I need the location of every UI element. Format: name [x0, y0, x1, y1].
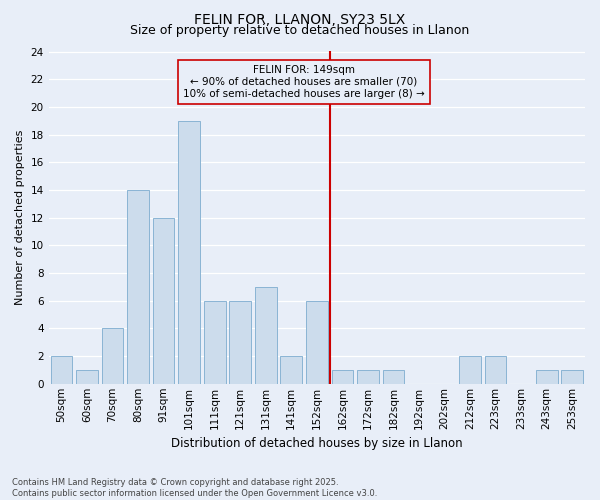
Bar	[229, 300, 251, 384]
Bar	[485, 356, 506, 384]
Bar	[50, 356, 72, 384]
Bar	[280, 356, 302, 384]
Text: Contains HM Land Registry data © Crown copyright and database right 2025.
Contai: Contains HM Land Registry data © Crown c…	[12, 478, 377, 498]
Bar	[153, 218, 175, 384]
Text: FELIN FOR, LLANON, SY23 5LX: FELIN FOR, LLANON, SY23 5LX	[194, 12, 406, 26]
Bar	[127, 190, 149, 384]
Bar	[204, 300, 226, 384]
Text: FELIN FOR: 149sqm
← 90% of detached houses are smaller (70)
10% of semi-detached: FELIN FOR: 149sqm ← 90% of detached hous…	[183, 66, 425, 98]
Bar	[76, 370, 98, 384]
Bar	[383, 370, 404, 384]
Bar	[459, 356, 481, 384]
Bar	[562, 370, 583, 384]
X-axis label: Distribution of detached houses by size in Llanon: Distribution of detached houses by size …	[171, 437, 463, 450]
Bar	[357, 370, 379, 384]
Bar	[332, 370, 353, 384]
Bar	[306, 300, 328, 384]
Bar	[536, 370, 557, 384]
Bar	[255, 287, 277, 384]
Text: Size of property relative to detached houses in Llanon: Size of property relative to detached ho…	[130, 24, 470, 37]
Bar	[178, 120, 200, 384]
Y-axis label: Number of detached properties: Number of detached properties	[15, 130, 25, 306]
Bar	[101, 328, 124, 384]
